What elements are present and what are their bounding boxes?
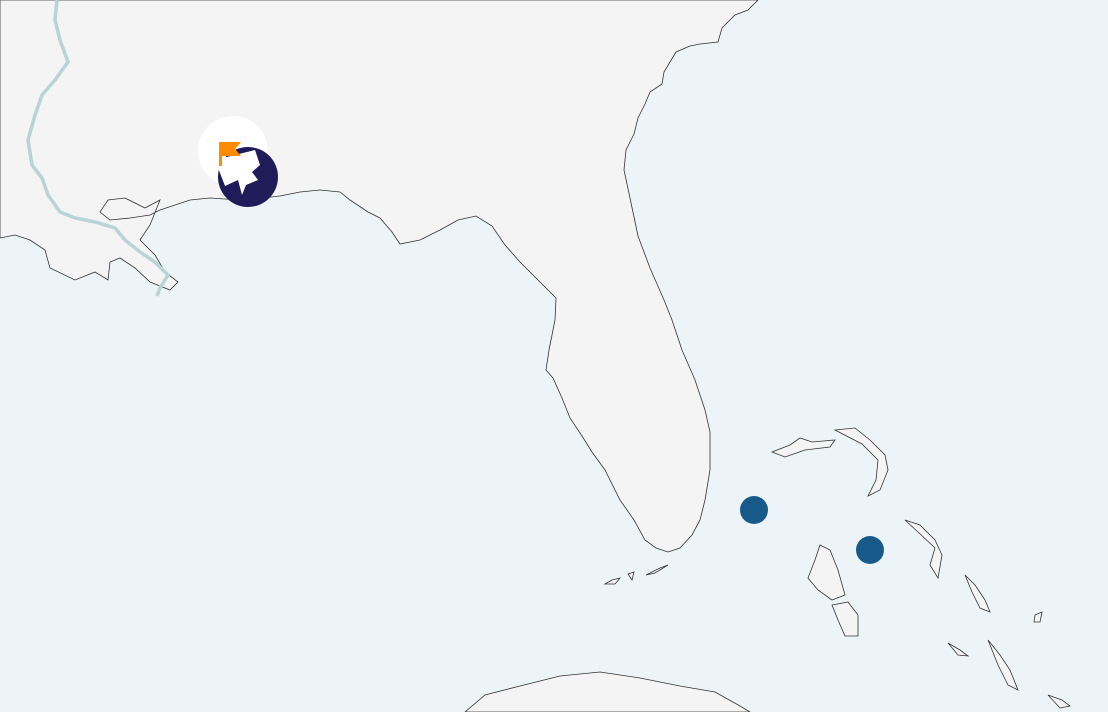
cluster-cutout — [215, 150, 260, 195]
map-point-marker[interactable] — [856, 536, 884, 564]
bahamas-islands — [603, 427, 1071, 709]
map-point-marker[interactable] — [740, 496, 768, 524]
land-cuba — [464, 671, 751, 712]
river-mississippi — [26, 0, 171, 297]
map-cluster-marker[interactable] — [198, 116, 278, 207]
land-us-mainland — [0, 0, 759, 553]
flag-icon — [219, 142, 241, 166]
